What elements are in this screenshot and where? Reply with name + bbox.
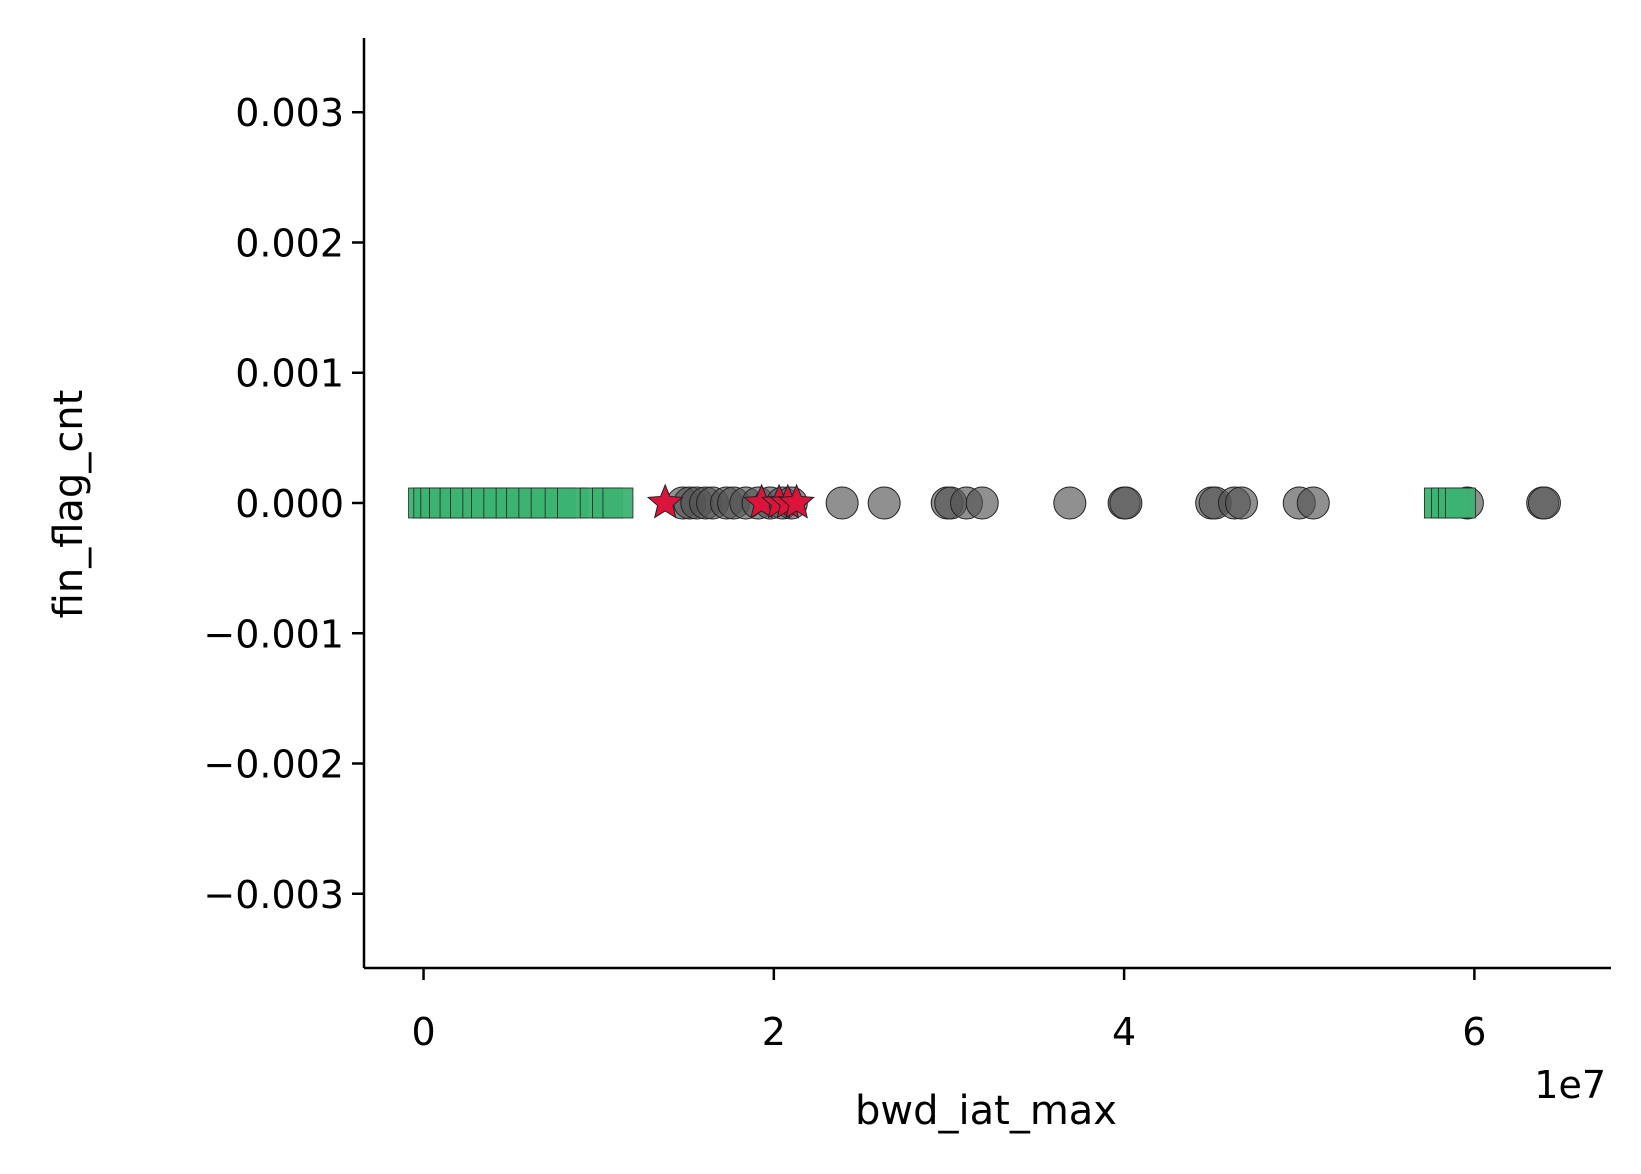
y-axis-label: fin_flag_cnt [46, 390, 92, 619]
scatter-point-square [1444, 487, 1476, 519]
y-axis-ticks: 0.003 0.002 0.001 0.000 −0.001 −0.002 −0.003 [203, 91, 364, 917]
scatter-point-circle [1296, 486, 1330, 520]
x-axis-ticks: 0 2 4 6 [411, 968, 1486, 1054]
y-tick-label: 0.001 [235, 352, 344, 396]
scatter-point-circle [965, 486, 999, 520]
x-tick-label: 0 [411, 1010, 435, 1054]
scatter-point-circle [1053, 486, 1087, 520]
scatter-point-circle [867, 486, 901, 520]
scatter-point-circle [825, 486, 859, 520]
x-tick-label: 2 [762, 1010, 786, 1054]
plot-area [408, 483, 1561, 520]
x-tick-label: 4 [1112, 1010, 1136, 1054]
y-tick-label: 0.003 [235, 91, 344, 135]
y-tick-label: −0.002 [203, 743, 344, 787]
y-tick-label: 0.000 [235, 482, 344, 526]
x-axis-offset-text: 1e7 [1534, 1063, 1606, 1107]
scatter-point-square [602, 487, 634, 519]
x-tick-label: 6 [1462, 1010, 1486, 1054]
scatter-point-circle [1527, 486, 1561, 520]
y-tick-label: −0.003 [203, 873, 344, 917]
y-tick-label: 0.002 [235, 221, 344, 265]
x-axis-label: bwd_iat_max [855, 1088, 1117, 1134]
scatter-point-circle [1224, 486, 1258, 520]
y-tick-label: −0.001 [203, 612, 344, 656]
scatter-point-star [778, 483, 815, 519]
scatter-point-circle [1109, 486, 1143, 520]
scatter-point-star [646, 483, 684, 519]
